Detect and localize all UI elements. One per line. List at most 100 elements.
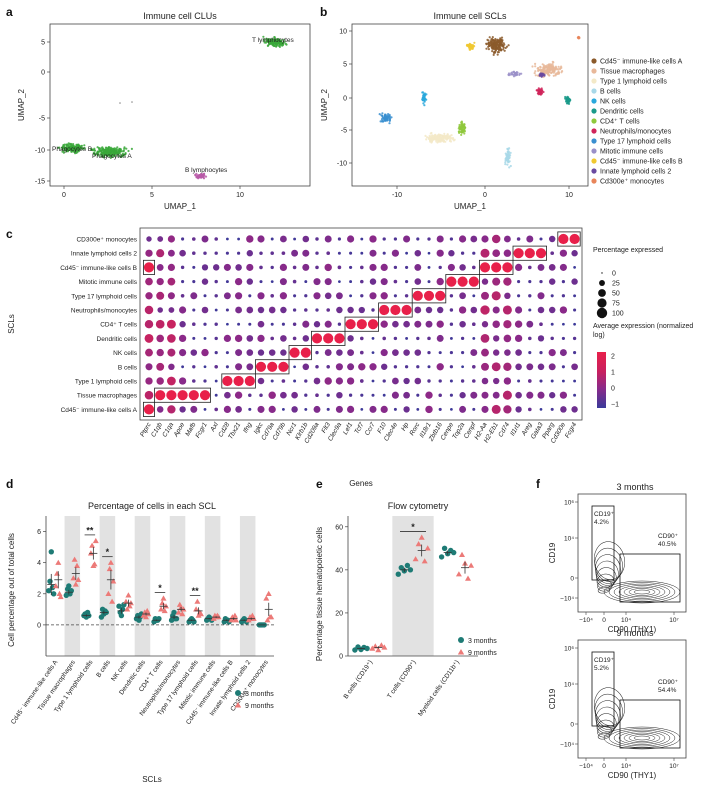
c-dot (267, 361, 278, 372)
f-x-tick-label: 10⁴ (621, 617, 631, 624)
c-dot (270, 336, 275, 341)
c-dot (548, 278, 556, 285)
c-gene-label: Flt3 (320, 421, 332, 434)
c-dot (336, 391, 343, 399)
b-point-tissue-macrophages (534, 62, 537, 65)
b-point-cd45-b (469, 48, 472, 51)
b-point-tissue-macrophages (531, 65, 534, 68)
c-dot (548, 235, 556, 243)
c-dot (255, 361, 267, 372)
c-gene-label: Axl (209, 421, 220, 434)
c-dot (548, 306, 556, 314)
c-dot (380, 278, 388, 286)
c-row-label: Mitotic immune cells (78, 279, 137, 286)
a-y-tick-label: -10 (35, 148, 45, 155)
c-dot (371, 393, 375, 397)
c-dot (550, 407, 554, 411)
a-x-tick-label: 10 (236, 192, 244, 199)
c-dot (481, 362, 489, 371)
c-dot (561, 365, 565, 369)
b-point-type1-lymphoid (434, 135, 438, 138)
a-point-t-lymphocytes (278, 39, 282, 42)
c-dot (324, 349, 332, 357)
c-dot (405, 280, 409, 284)
c-dot (279, 292, 288, 300)
c-dot (292, 336, 297, 341)
panel-b-legend: Cd45⁻ immune-like cells A Tissue macropha… (591, 58, 683, 185)
c-dot (167, 235, 175, 243)
y-tick-label: 40 (335, 567, 343, 574)
c-dot (347, 235, 355, 243)
c-dot (414, 249, 422, 257)
b-point-cd4-t (459, 126, 462, 129)
c-dot (145, 363, 153, 371)
c-dot (335, 363, 343, 371)
c-dot (166, 319, 176, 329)
a-point-phagocytes-a (114, 150, 117, 153)
b-y-tick-label: 5 (343, 62, 347, 69)
panel-b-title: Immune cell SCLs (433, 11, 507, 21)
c-dot (393, 279, 398, 284)
point-9-months (455, 571, 462, 577)
c-dot (268, 306, 276, 314)
c-dot (203, 379, 207, 383)
c-dot (493, 349, 500, 356)
c-row-label: CD4⁺ T cells (100, 322, 138, 329)
c-dot (438, 265, 442, 270)
a-point-phagocytes-a (100, 151, 103, 154)
b-point-cd45-a (491, 47, 494, 50)
panel-a-ticks: 0 5 10 5 0 -5 -10 -15 (35, 40, 244, 200)
c-dot (168, 307, 175, 313)
a-point-phagocytes-a (127, 149, 130, 153)
c-dot (369, 235, 377, 243)
point-9-months (465, 575, 471, 581)
c-highlight-box (478, 259, 514, 275)
c-dot (302, 363, 310, 371)
c-dot (199, 390, 211, 401)
b-legend-label: NK cells (600, 98, 626, 105)
c-dot (459, 235, 467, 243)
b-point-tissue-macrophages (541, 63, 544, 66)
a-point-phagocytes-a (93, 153, 96, 156)
c-dot (145, 348, 153, 357)
c-dot (326, 393, 330, 397)
b-y-tick-label: 0 (343, 96, 347, 103)
c-dot (225, 308, 229, 312)
f-gate2-pct: 40.5% (658, 541, 677, 548)
b-point-tissue-macrophages (560, 65, 563, 68)
c-dot (156, 377, 164, 385)
c-dot (281, 379, 286, 383)
c-dot (223, 292, 231, 300)
b-point-tissue-macrophages (534, 74, 537, 77)
b-point-type1-lymphoid (424, 134, 427, 137)
c-dot (358, 306, 365, 314)
f-ylabel: CD19 (548, 542, 557, 563)
panel-c: c CD300e⁺ monocytes Innate lymphoid cells… (6, 227, 693, 488)
c-dot (257, 405, 265, 413)
c-dot (179, 321, 186, 328)
c-dot (156, 249, 165, 258)
b-point-mitotic (514, 74, 517, 77)
point-9-months (75, 576, 82, 582)
c-dot (528, 308, 532, 312)
b-point-type1-lymphoid (430, 139, 433, 142)
c-dot (391, 391, 399, 399)
c-dot (382, 379, 386, 383)
point-9-months (375, 647, 382, 653)
a-point-phagocytes-b (72, 143, 75, 146)
b-point-neutrophils (537, 92, 540, 95)
b-point-cd45-a (497, 40, 500, 43)
shade-band (99, 516, 116, 656)
f-contour (608, 728, 676, 748)
c-dot (528, 294, 532, 298)
b-legend-swatch (591, 78, 597, 84)
b-point-tissue-macrophages (534, 70, 537, 73)
category-label: B cells (CD19⁺) (343, 659, 375, 700)
c-dot (144, 333, 154, 343)
panel-c-size-legend: Percentage expressed 0 25 50 75 100 (593, 247, 663, 319)
b-point-neutrophils (536, 89, 539, 92)
c-dot (237, 237, 241, 241)
c-dot (347, 405, 355, 413)
point-3-months (47, 578, 53, 584)
